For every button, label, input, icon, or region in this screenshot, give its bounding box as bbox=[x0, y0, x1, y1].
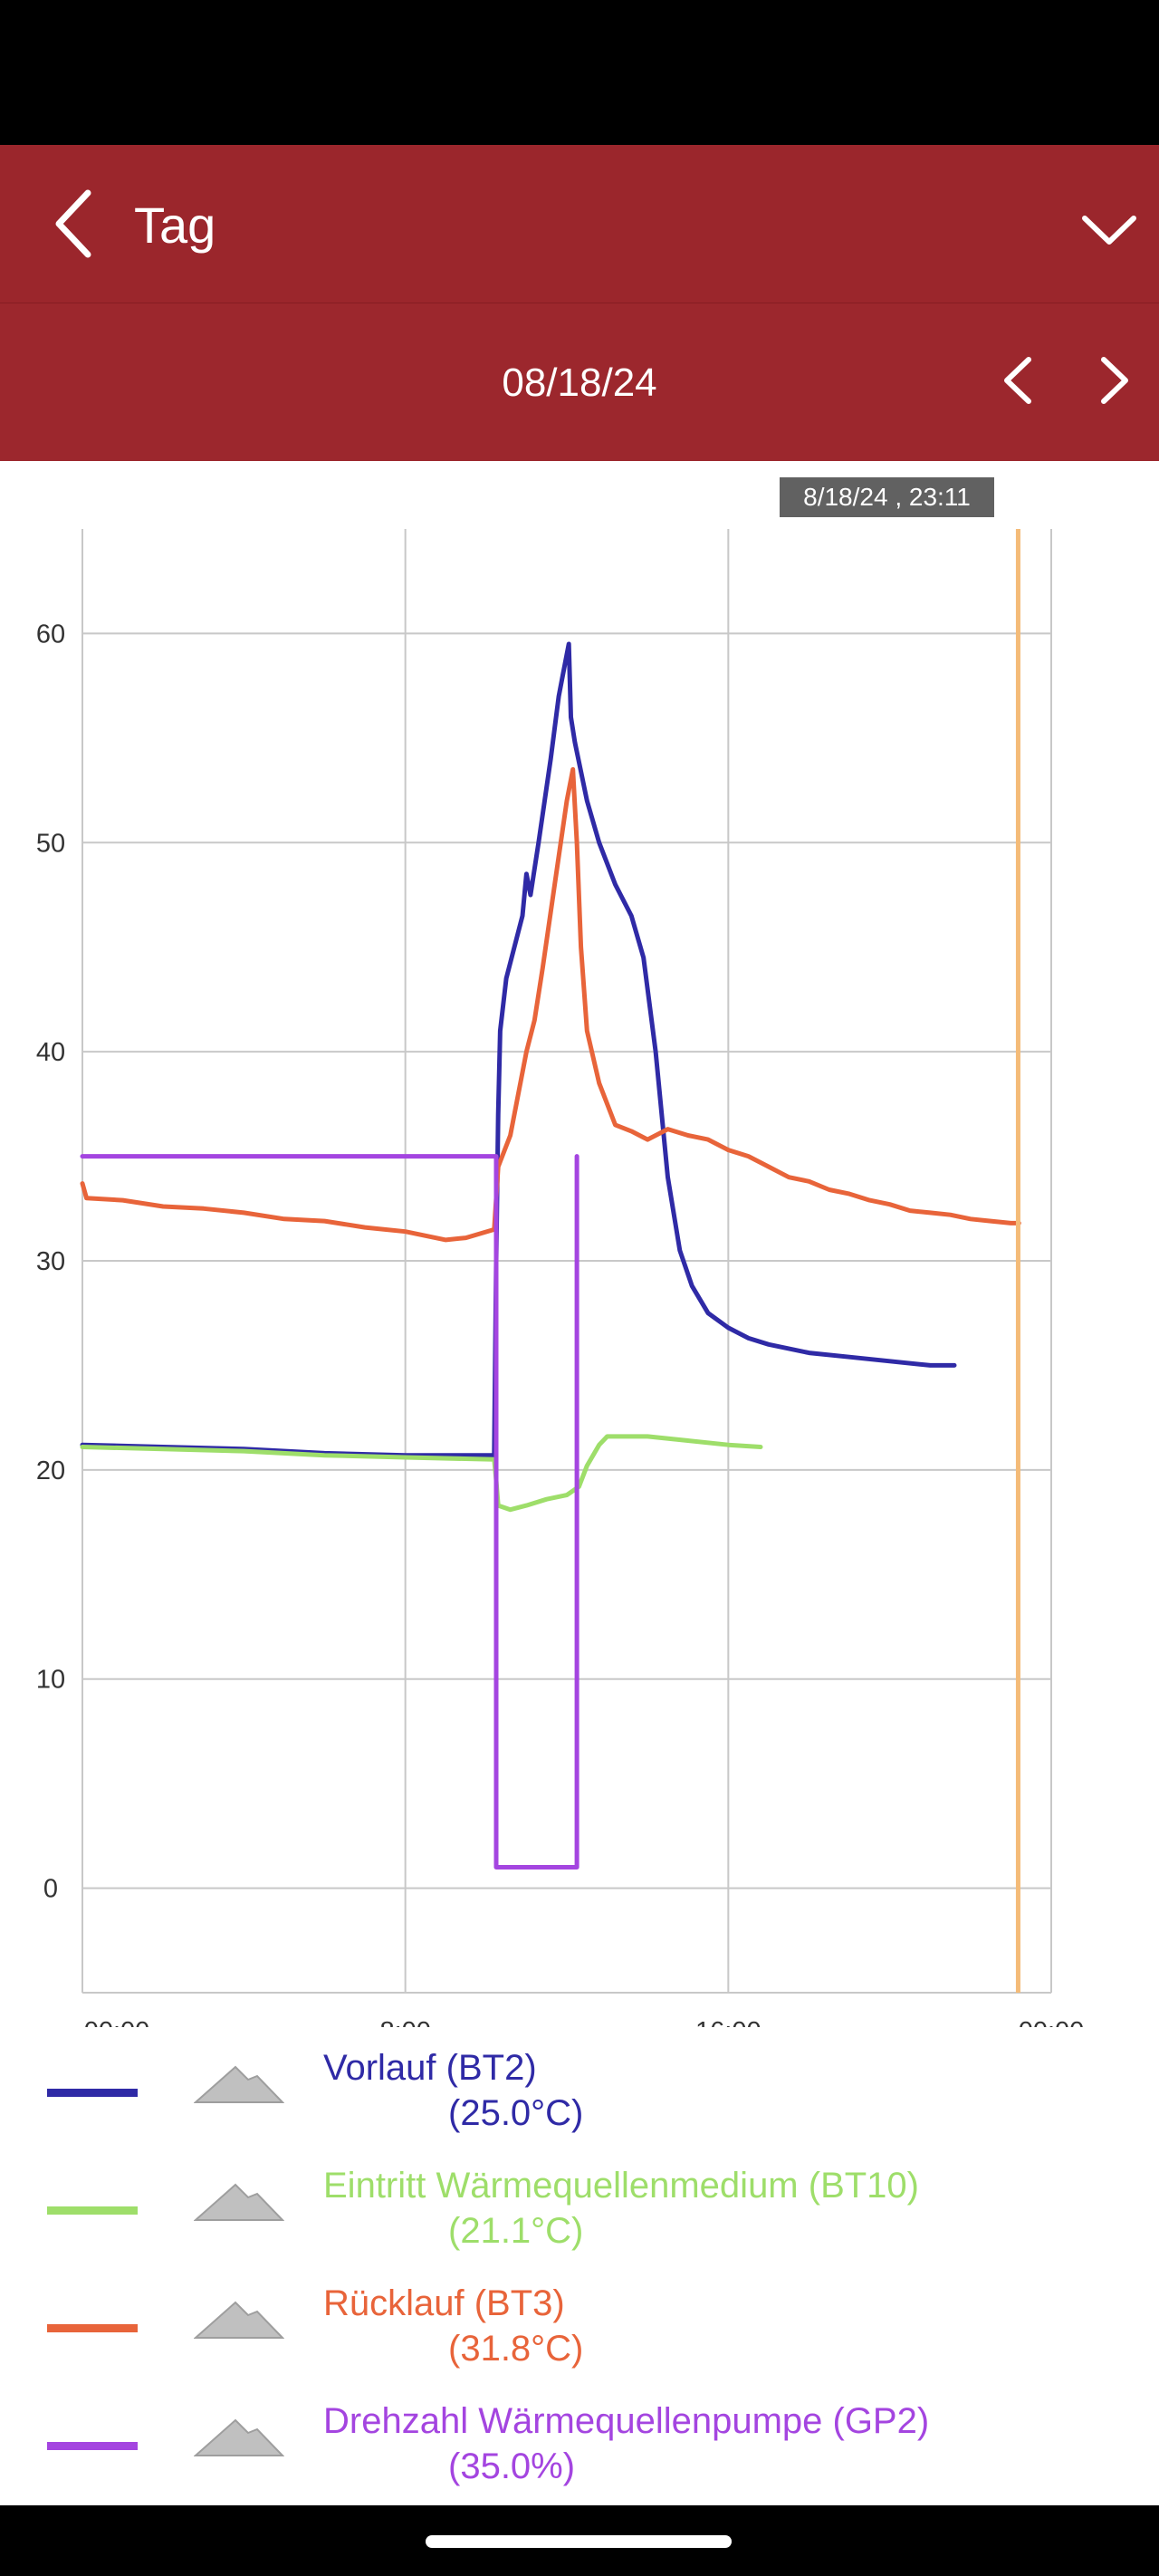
y-tick-label: 40 bbox=[36, 1038, 65, 1067]
cursor-tooltip: 8/18/24 , 23:11 bbox=[780, 477, 994, 517]
previous-day-button[interactable] bbox=[996, 349, 1041, 412]
next-day-button[interactable] bbox=[1091, 349, 1136, 412]
date-label: 08/18/24 bbox=[502, 360, 657, 405]
series-line-2 bbox=[80, 767, 1021, 1243]
legend-item-vorlauf[interactable]: Vorlauf (BT2) (25.0°C) bbox=[0, 2045, 1159, 2154]
legend-item-drehzahl[interactable]: Drehzahl Wärmequellenpumpe (GP2) (35.0%) bbox=[0, 2398, 1159, 2507]
line-chart[interactable]: 60 50 40 30 20 10 0 00:00 8:00 16:00 00:00 bbox=[0, 460, 1159, 2046]
chevron-left-icon bbox=[1004, 357, 1031, 404]
chart-svg: 60 50 40 30 20 10 0 00:00 8:00 16:00 00:00 bbox=[36, 529, 1085, 2046]
legend-item-ruecklauf[interactable]: Rücklauf (BT3) (31.8°C) bbox=[0, 2281, 1159, 2389]
area-toggle-icon[interactable] bbox=[194, 2060, 284, 2107]
legend-label: Eintritt Wärmequellenmedium (BT10) bbox=[323, 2166, 919, 2206]
legend-value: (35.0%) bbox=[448, 2446, 576, 2486]
area-toggle-icon[interactable] bbox=[194, 2177, 284, 2225]
legend-swatch bbox=[47, 2206, 138, 2215]
chevron-left-icon bbox=[55, 189, 91, 258]
series-line-3 bbox=[80, 1154, 580, 1870]
app-header bbox=[0, 145, 1159, 303]
y-tick-label: 10 bbox=[36, 1666, 65, 1695]
x-tick-label: 16:00 bbox=[695, 2017, 761, 2027]
chevron-down-icon bbox=[1082, 216, 1136, 245]
dropdown-button[interactable] bbox=[1078, 204, 1141, 258]
legend-value: (21.1°C) bbox=[448, 2211, 584, 2251]
back-button[interactable] bbox=[50, 186, 104, 262]
y-tick-label: 50 bbox=[36, 829, 65, 858]
y-tick-label: 20 bbox=[36, 1456, 65, 1485]
date-bar bbox=[0, 303, 1159, 461]
x-tick-label: 00:00 bbox=[84, 2017, 150, 2027]
home-indicator[interactable] bbox=[426, 2535, 732, 2548]
legend-item-eintritt[interactable]: Eintritt Wärmequellenmedium (BT10) (21.1… bbox=[0, 2163, 1159, 2272]
legend-swatch bbox=[47, 2089, 138, 2097]
y-tick-label: 0 bbox=[43, 1875, 58, 1904]
x-tick-label: 8:00 bbox=[379, 2017, 430, 2027]
page-title: Tag bbox=[134, 197, 216, 254]
chevron-right-icon bbox=[1101, 357, 1128, 404]
legend-value: (25.0°C) bbox=[448, 2093, 584, 2133]
y-tick-label: 60 bbox=[36, 620, 65, 649]
series-line-1 bbox=[80, 1434, 763, 1513]
series-line-0 bbox=[80, 641, 957, 1458]
y-tick-label: 30 bbox=[36, 1247, 65, 1276]
legend-value: (31.8°C) bbox=[448, 2329, 584, 2369]
x-tick-label: 00:00 bbox=[1019, 2017, 1085, 2027]
legend-swatch bbox=[47, 2442, 138, 2450]
area-toggle-icon[interactable] bbox=[194, 2295, 284, 2342]
legend-label: Vorlauf (BT2) bbox=[323, 2048, 537, 2088]
legend-swatch bbox=[47, 2324, 138, 2332]
status-bar bbox=[0, 0, 1159, 145]
legend-label: Drehzahl Wärmequellenpumpe (GP2) bbox=[323, 2401, 930, 2441]
legend-label: Rücklauf (BT3) bbox=[323, 2283, 565, 2323]
area-toggle-icon[interactable] bbox=[194, 2413, 284, 2460]
